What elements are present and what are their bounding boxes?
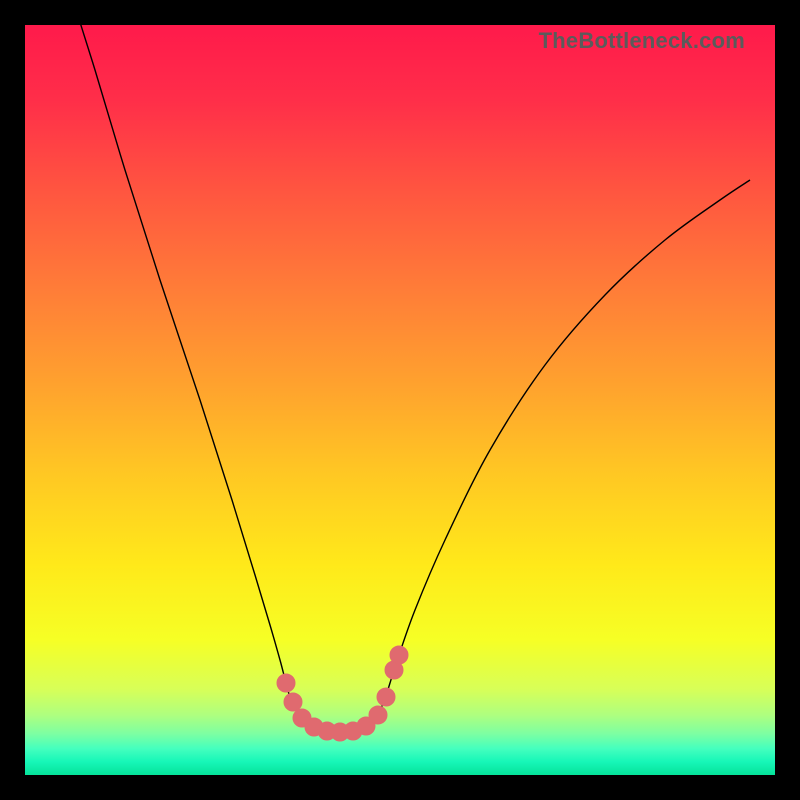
bottleneck-marker: [318, 722, 336, 740]
bottleneck-marker: [369, 706, 387, 724]
bottleneck-marker: [377, 688, 395, 706]
plot-area: [25, 25, 775, 775]
bottleneck-marker: [331, 723, 349, 741]
watermark-text: TheBottleneck.com: [539, 28, 745, 54]
chart-frame: TheBottleneck.com: [0, 0, 800, 800]
bottleneck-marker: [284, 693, 302, 711]
bottleneck-marker: [357, 717, 375, 735]
bottleneck-marker: [277, 674, 295, 692]
bottleneck-marker: [385, 661, 403, 679]
bottleneck-marker: [305, 718, 323, 736]
bottleneck-marker: [344, 722, 362, 740]
bottleneck-marker: [390, 646, 408, 664]
bottleneck-curve: [25, 25, 775, 775]
v-curve-path: [73, 25, 750, 732]
bottleneck-marker: [293, 709, 311, 727]
